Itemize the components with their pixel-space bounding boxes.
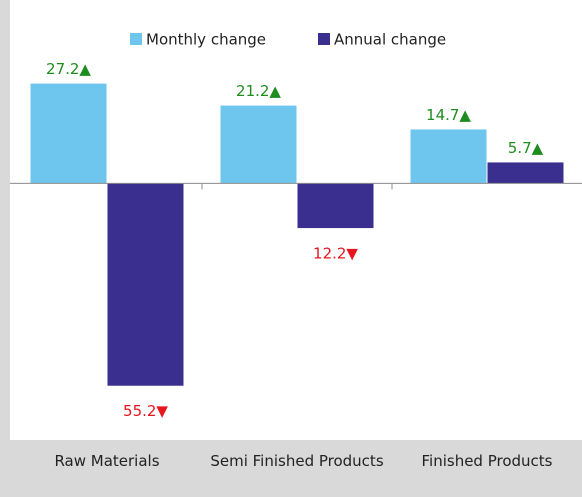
bar [107,183,184,386]
legend-label: Monthly change [146,31,266,49]
data-label: 27.2▲ [46,60,91,78]
data-label: 14.7▲ [426,106,471,124]
legend-swatch [130,33,142,45]
data-label: 5.7▲ [508,139,544,157]
plot-area [10,0,582,440]
bar [297,183,374,229]
x-tick-label: Finished Products [421,452,553,470]
data-label: 21.2▲ [236,82,281,100]
legend-swatch [318,33,330,45]
bar [30,83,107,184]
bar [410,129,487,184]
bar [487,162,564,184]
bar [220,105,297,184]
legend-label: Annual change [334,31,446,49]
x-tick-label: Raw Materials [54,452,160,470]
x-tick-label: Semi Finished Products [210,452,384,470]
data-label: 12.2▼ [313,245,358,263]
data-label: 55.2▼ [123,402,168,420]
